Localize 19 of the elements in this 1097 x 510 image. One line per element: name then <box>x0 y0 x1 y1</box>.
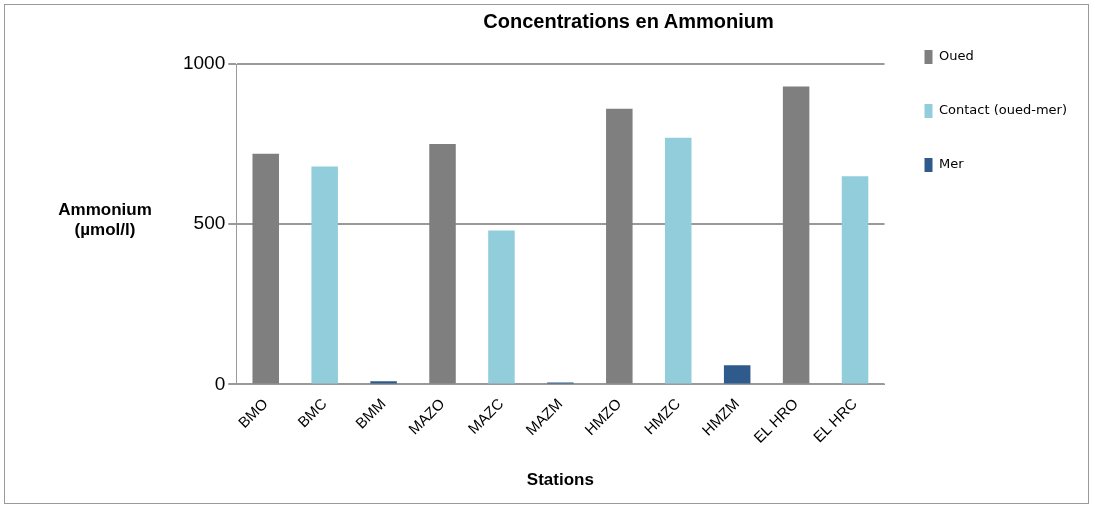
x-axis-title: Stations <box>526 470 594 490</box>
bar <box>782 86 810 384</box>
chart-title: Concentrations en Ammonium <box>483 9 774 32</box>
legend-label: Contact (oued-mer) <box>939 102 1068 118</box>
y-tick-label: 0 <box>214 372 226 394</box>
bar <box>252 153 279 384</box>
bar <box>841 176 869 384</box>
bar <box>664 137 692 384</box>
bar <box>311 166 338 384</box>
legend-label: Mer <box>939 156 965 172</box>
bar <box>488 230 515 384</box>
legend-label: Oued <box>939 48 974 64</box>
bar <box>429 144 456 384</box>
bar <box>723 365 751 384</box>
bar <box>370 381 397 384</box>
bar <box>606 108 633 384</box>
y-tick-label: 500 <box>193 212 226 234</box>
y-tick-label: 1000 <box>182 52 226 74</box>
y-axis-title: Ammonium (µmol/l) <box>57 200 153 240</box>
